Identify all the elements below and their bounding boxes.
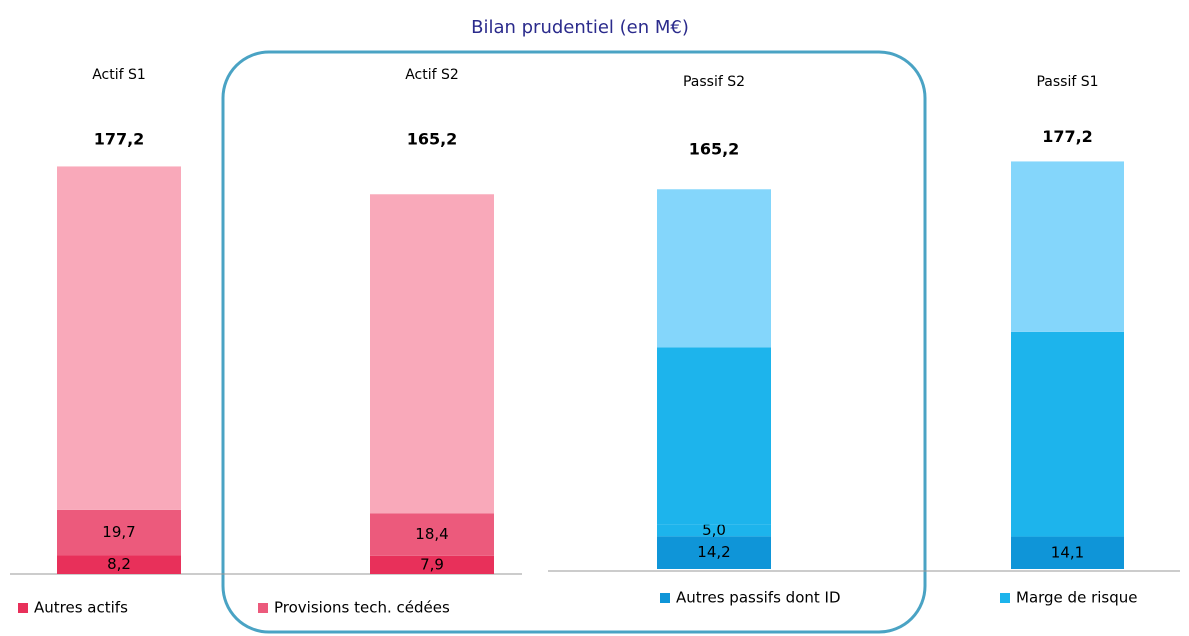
category-label: Passif S2	[683, 74, 745, 90]
bar-segment	[57, 509, 181, 556]
bar-segment	[1011, 161, 1124, 332]
total-label: 165,2	[407, 130, 458, 149]
legend-swatch	[660, 593, 670, 603]
value-label: 5,0	[702, 521, 726, 539]
total-label: 177,2	[1042, 127, 1093, 146]
bar-segment	[370, 555, 494, 574]
bar-segment	[657, 189, 771, 348]
category-label: Actif S1	[92, 67, 146, 83]
legend-swatch	[1000, 593, 1010, 603]
value-label: 19,7	[102, 523, 135, 541]
value-label: 14,2	[697, 543, 730, 561]
bar-segment	[370, 194, 494, 514]
value-label: 8,2	[107, 555, 131, 573]
bar-segment	[657, 536, 771, 569]
legend-label: Autres passifs dont ID	[676, 589, 841, 607]
legend-swatch	[18, 603, 28, 613]
legend-label: Autres actifs	[34, 599, 128, 617]
highlight-frame	[221, 50, 927, 634]
bar-segment	[57, 555, 181, 574]
category-label: Actif S2	[405, 67, 459, 83]
category-label: Passif S1	[1036, 74, 1098, 90]
bar-segment	[1011, 536, 1124, 569]
bar-segment	[1011, 331, 1124, 537]
total-label: 177,2	[94, 130, 145, 149]
legend-swatch	[258, 603, 268, 613]
value-label: 7,9	[420, 555, 444, 573]
value-label: 14,1	[1051, 543, 1084, 561]
total-label: 165,2	[689, 140, 740, 159]
bar-segment	[657, 347, 771, 525]
bar-segment	[57, 166, 181, 510]
bar-segment	[370, 513, 494, 556]
legend-label: Marge de risque	[1016, 589, 1137, 607]
value-label: 18,4	[415, 525, 448, 543]
chart-title: Bilan prudentiel (en M€)	[471, 17, 689, 38]
bar-segment	[657, 524, 771, 537]
legend-label: Provisions tech. cédées	[274, 599, 450, 617]
